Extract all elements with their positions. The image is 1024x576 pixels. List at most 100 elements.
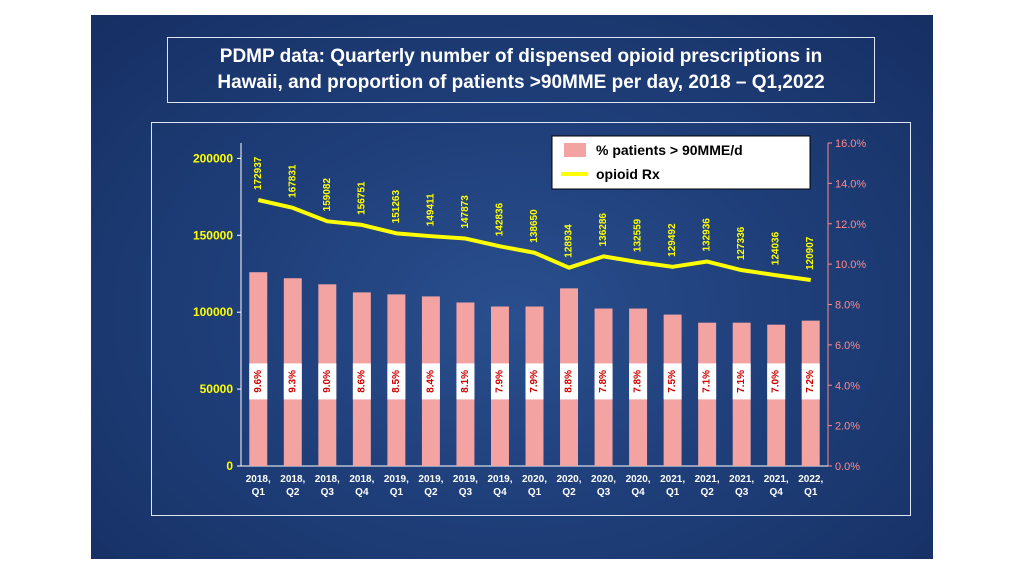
y-right-tick-label: 2.0% [835, 421, 860, 433]
x-tick-label-year: 2019, [418, 474, 443, 485]
bar-data-label: 9.0% [322, 370, 333, 393]
y-left-tick-label: 150000 [193, 228, 233, 242]
bar-label-box [421, 363, 440, 400]
title-line-2: Hawaii, and proportion of patients >90MM… [217, 72, 825, 93]
bar-label-box [801, 363, 820, 400]
line-data-label: 132936 [702, 218, 713, 252]
x-tick-label-quarter: Q1 [528, 487, 542, 498]
x-tick-label-quarter: Q4 [355, 487, 369, 498]
y-right-tick-label: 4.0% [835, 380, 860, 392]
bar-label-box [767, 363, 786, 400]
x-tick-label-year: 2018, [246, 474, 271, 485]
x-tick-label-year: 2020, [591, 474, 616, 485]
bar-data-label: 7.5% [667, 370, 678, 393]
bar-label-box [490, 363, 509, 400]
line-data-label: 128934 [564, 224, 575, 258]
x-tick-label-quarter: Q4 [493, 487, 507, 498]
legend-box [551, 135, 811, 190]
bar-label-box [318, 363, 337, 400]
bar-label-box [352, 363, 371, 400]
line-data-label: 159082 [322, 178, 333, 212]
line-data-label: 120907 [805, 236, 816, 270]
line-series-opioid-rx [257, 198, 812, 283]
line-data-label: 129492 [667, 223, 678, 257]
legend-label-bar: % patients > 90MME/d [596, 142, 743, 158]
legend-label-line: opioid Rx [596, 166, 660, 182]
x-tick-label-year: 2019, [453, 474, 478, 485]
bar-data-label: 9.3% [287, 370, 298, 393]
x-tick-label-year: 2018, [280, 474, 305, 485]
line-data-label: 167831 [287, 164, 298, 198]
x-tick-label-quarter: Q1 [804, 487, 818, 498]
y-right-tick-label: 16.0% [835, 138, 866, 150]
x-tick-label-quarter: Q2 [286, 487, 300, 498]
chart-svg: 0 50000 100000 150000 200000 0.0% 2.0% 4.0% 6.0%… [193, 135, 866, 498]
line-data-label: 127336 [736, 226, 747, 260]
y-left-tick-label: 50000 [200, 382, 234, 396]
slide-background: PDMP data: Quarterly number of dispensed… [91, 15, 933, 559]
x-tick-label-quarter: Q1 [252, 487, 266, 498]
bar-label-box [732, 363, 751, 400]
x-tick-label-year: 2018, [349, 474, 374, 485]
line-data-label: 156751 [356, 181, 367, 215]
bar-label-box [283, 363, 302, 400]
bar-data-label: 7.9% [494, 370, 505, 393]
bar-label-box [560, 363, 579, 400]
line-data-label: 142836 [494, 202, 505, 236]
line-data-label: 132559 [633, 218, 644, 252]
bar-data-label: 8.5% [391, 370, 402, 393]
bar-label-box [698, 363, 717, 400]
x-tick-label-year: 2019, [487, 474, 512, 485]
x-tick-label-quarter: Q2 [700, 487, 714, 498]
legend-swatch-bar [564, 143, 586, 157]
bar-label-box [387, 363, 406, 400]
line-data-label: 138650 [529, 209, 540, 243]
bar-data-label: 8.4% [425, 370, 436, 393]
x-tick-label-year: 2020, [626, 474, 651, 485]
x-tick-label-quarter: Q1 [390, 487, 404, 498]
chart-title: PDMP data: Quarterly number of dispensed… [167, 37, 875, 103]
bar-label-box [594, 363, 613, 400]
line-data-label: 151263 [391, 190, 402, 224]
x-tick-label-year: 2021, [695, 474, 720, 485]
x-tick-label-year: 2020, [522, 474, 547, 485]
y-left-tick-label: 100000 [193, 305, 233, 319]
x-tick-label-quarter: Q3 [321, 487, 335, 498]
y-right-tick-label: 12.0% [835, 219, 866, 231]
y-left-tick-label: 200000 [193, 151, 233, 165]
x-tick-label-year: 2020, [557, 474, 582, 485]
bar-label-box [629, 363, 648, 400]
line-data-label: 149411 [425, 193, 436, 226]
y-right-tick-label: 10.0% [835, 259, 866, 271]
x-tick-label-year: 2021, [729, 474, 754, 485]
x-tick-label-year: 2021, [764, 474, 789, 485]
bar-label-box [525, 363, 544, 400]
x-tick-label-quarter: Q3 [459, 487, 473, 498]
bar-data-label: 8.6% [356, 370, 367, 393]
y-left-tick-label: 0 [226, 459, 233, 473]
chart-frame [151, 122, 911, 516]
x-tick-label-quarter: Q4 [631, 487, 645, 498]
x-tick-label-year: 2019, [384, 474, 409, 485]
bar-data-label: 8.8% [564, 370, 575, 393]
x-tick-label-quarter: Q1 [666, 487, 680, 498]
x-tick-label-quarter: Q3 [735, 487, 749, 498]
bar-label-box [456, 363, 475, 400]
x-tick-label-quarter: Q4 [770, 487, 784, 498]
bar-data-label: 7.2% [805, 370, 816, 393]
line-data-label: 136286 [598, 213, 609, 247]
x-tick-label-year: 2022, [798, 474, 823, 485]
bar-data-label: 8.1% [460, 370, 471, 393]
bar-label-box [663, 363, 682, 400]
x-tick-label-year: 2021, [660, 474, 685, 485]
bar-data-label: 7.1% [702, 370, 713, 393]
line-data-label: 147873 [460, 195, 471, 229]
x-tick-label-quarter: Q2 [424, 487, 438, 498]
x-tick-label-year: 2018, [315, 474, 340, 485]
bar-data-label: 9.6% [253, 370, 264, 393]
y-right-tick-label: 8.0% [835, 300, 860, 312]
bar-label-box [249, 363, 268, 400]
bar-data-label: 7.8% [598, 370, 609, 393]
x-tick-label-quarter: Q3 [597, 487, 611, 498]
y-right-tick-label: 0.0% [835, 461, 860, 473]
